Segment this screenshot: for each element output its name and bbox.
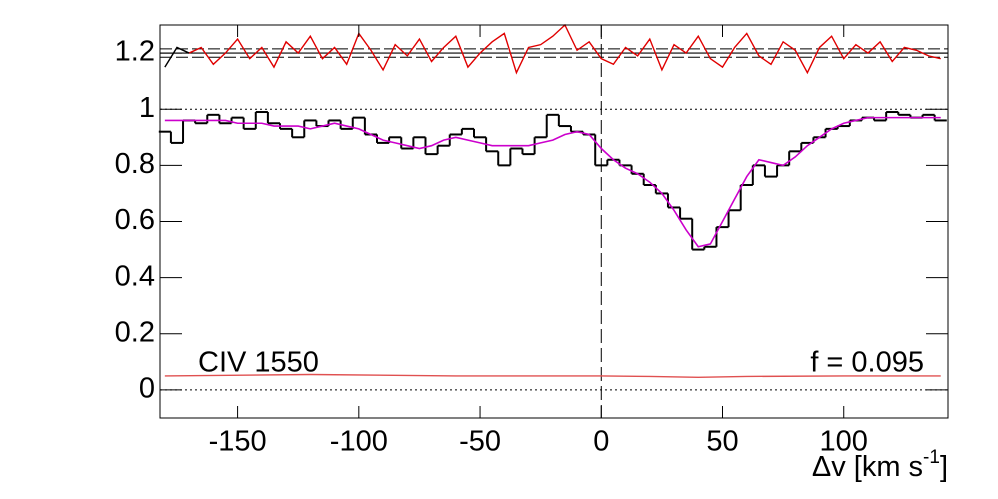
annotation-right: f = 0.095 — [810, 347, 924, 379]
series-line — [164, 116, 941, 248]
x-tick-label: -100 — [330, 426, 388, 458]
x-label-text: Δv [km s — [812, 451, 923, 483]
y-tick-label: 1.2 — [115, 36, 155, 68]
annotation-left: CIV 1550 — [198, 347, 319, 379]
x-tick-label: 0 — [593, 426, 609, 458]
x-tick-label: 100 — [820, 426, 868, 458]
x-label-close: ] — [940, 451, 948, 483]
series-line — [164, 46, 190, 68]
series-line — [164, 373, 941, 378]
y-tick-label: 1 — [139, 92, 155, 124]
x-tick-label: -50 — [459, 426, 501, 458]
y-tick-label: 0.4 — [115, 260, 155, 292]
x-tick-label: -150 — [209, 426, 267, 458]
x-axis-label: Δv [km s-1] — [812, 447, 948, 483]
x-tick-label: 50 — [706, 426, 738, 458]
y-tick-label: 0.8 — [115, 148, 155, 180]
x-label-sup: -1 — [923, 447, 940, 468]
y-tick-label: 0.2 — [115, 316, 155, 348]
y-tick-label: 0.6 — [115, 204, 155, 236]
y-tick-label: 0 — [139, 373, 155, 405]
